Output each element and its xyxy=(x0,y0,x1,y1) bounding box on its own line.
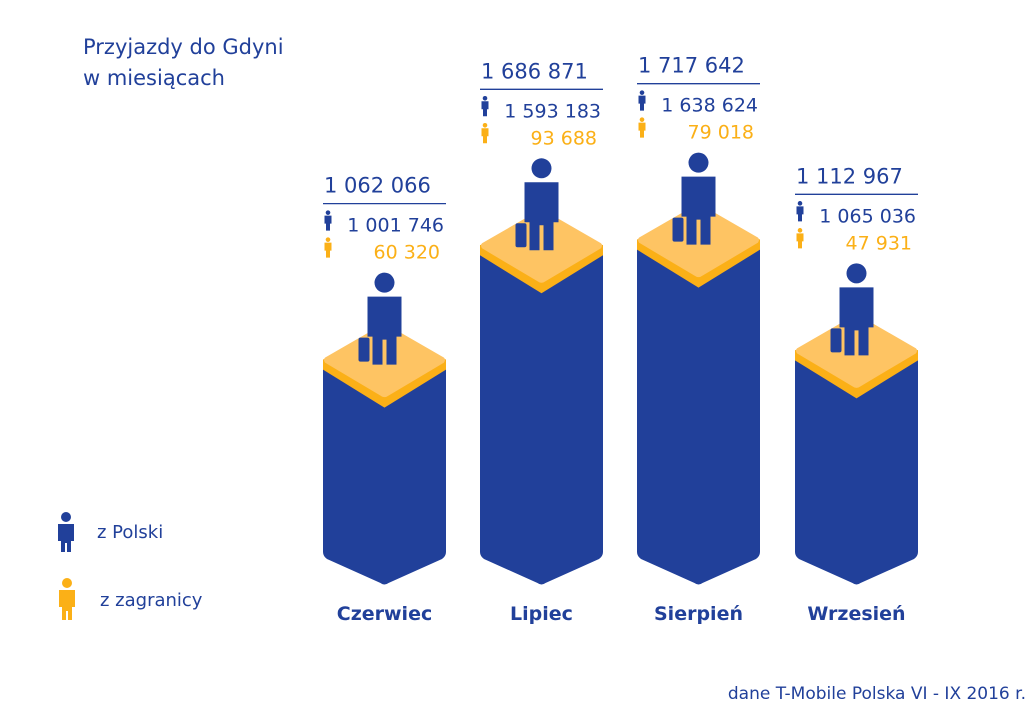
value-abroad: 93 688 xyxy=(531,127,597,149)
person-orange-icon xyxy=(796,228,804,249)
value-poland: 1 593 183 xyxy=(504,100,601,122)
person-body xyxy=(638,122,646,138)
person-head xyxy=(482,96,488,101)
person-head xyxy=(325,237,331,242)
person-head xyxy=(797,201,803,206)
bar-group-1: 1 686 871 1 593 183 93 688 Lipiec xyxy=(480,59,603,625)
person-head xyxy=(374,272,395,293)
title-line-1: Przyjazdy do Gdyni xyxy=(83,35,284,59)
category-label: Czerwiec xyxy=(337,603,432,625)
bar-group-2: 1 717 642 1 638 624 79 018 Sierpień xyxy=(637,54,760,625)
person-head xyxy=(482,123,488,128)
traveler-icon xyxy=(367,272,402,365)
category-label: Sierpień xyxy=(654,603,743,625)
value-poland: 1 065 036 xyxy=(819,205,916,227)
person-orange-icon xyxy=(324,237,332,258)
bar-wrzesień xyxy=(795,350,918,585)
legend-label-abroad: z zagranicy xyxy=(100,589,203,611)
value-abroad: 60 320 xyxy=(374,242,440,264)
person-blue-icon xyxy=(638,90,646,111)
value-poland: 1 638 624 xyxy=(661,95,758,117)
traveler-icon xyxy=(839,263,874,356)
person-head xyxy=(531,158,552,179)
person-head xyxy=(846,263,867,284)
bar-cap-top xyxy=(324,324,445,398)
bar-cap-top xyxy=(638,204,759,278)
legend-label-poland: z Polski xyxy=(97,521,164,543)
bar-group-0: 1 062 066 1 001 746 60 320 Czerwiec xyxy=(323,174,446,625)
person-orange-icon xyxy=(59,578,75,620)
category-label: Wrzesień xyxy=(807,603,905,625)
value-abroad: 47 931 xyxy=(846,232,912,254)
title-line-2: w miesiącach xyxy=(83,66,225,90)
person-blue-icon xyxy=(796,201,804,222)
person-body xyxy=(638,95,646,111)
person-body xyxy=(324,215,332,231)
total-label: 1 717 642 xyxy=(638,54,745,78)
chart-title: Przyjazdy do Gdyni w miesiącach xyxy=(83,32,284,94)
bar-cap-top xyxy=(481,209,602,283)
person-body xyxy=(324,242,332,258)
bar-sierpień xyxy=(637,239,760,585)
traveler-icon xyxy=(681,152,716,245)
person-body xyxy=(524,182,559,251)
person-head xyxy=(639,90,645,95)
person-body xyxy=(681,176,716,245)
traveler-icon xyxy=(524,158,559,251)
person-orange-icon xyxy=(638,117,646,138)
value-poland: 1 001 746 xyxy=(347,215,444,237)
total-label: 1 112 967 xyxy=(796,164,903,188)
total-label: 1 686 871 xyxy=(481,59,588,83)
person-blue-icon xyxy=(58,512,74,552)
person-body xyxy=(481,101,489,117)
legend-item-poland: z Polski xyxy=(55,512,163,552)
person-orange-icon xyxy=(481,123,489,144)
bar-cap-top xyxy=(796,314,917,388)
bar-lipiec xyxy=(480,245,603,585)
category-label: Lipiec xyxy=(510,603,573,625)
luggage-icon xyxy=(672,217,684,242)
value-abroad: 79 018 xyxy=(688,122,754,144)
person-head xyxy=(325,210,331,215)
luggage-icon xyxy=(358,337,370,362)
total-label: 1 062 066 xyxy=(324,174,431,198)
person-body xyxy=(481,128,489,144)
luggage-icon xyxy=(515,223,527,248)
person-head xyxy=(688,152,709,173)
bar-czerwiec xyxy=(323,359,446,585)
legend-item-abroad: z zagranicy xyxy=(56,578,202,622)
person-head xyxy=(797,228,803,233)
person-blue-icon xyxy=(324,210,332,231)
person-head xyxy=(639,117,645,122)
person-body xyxy=(796,233,804,249)
person-blue-icon xyxy=(481,96,489,117)
bar-group-3: 1 112 967 1 065 036 47 931 Wrzesień xyxy=(795,164,918,625)
source-note: dane T-Mobile Polska VI - IX 2016 r. xyxy=(727,684,1026,704)
person-body xyxy=(367,296,402,365)
person-body xyxy=(796,206,804,222)
luggage-icon xyxy=(830,328,842,353)
person-body xyxy=(839,287,874,356)
